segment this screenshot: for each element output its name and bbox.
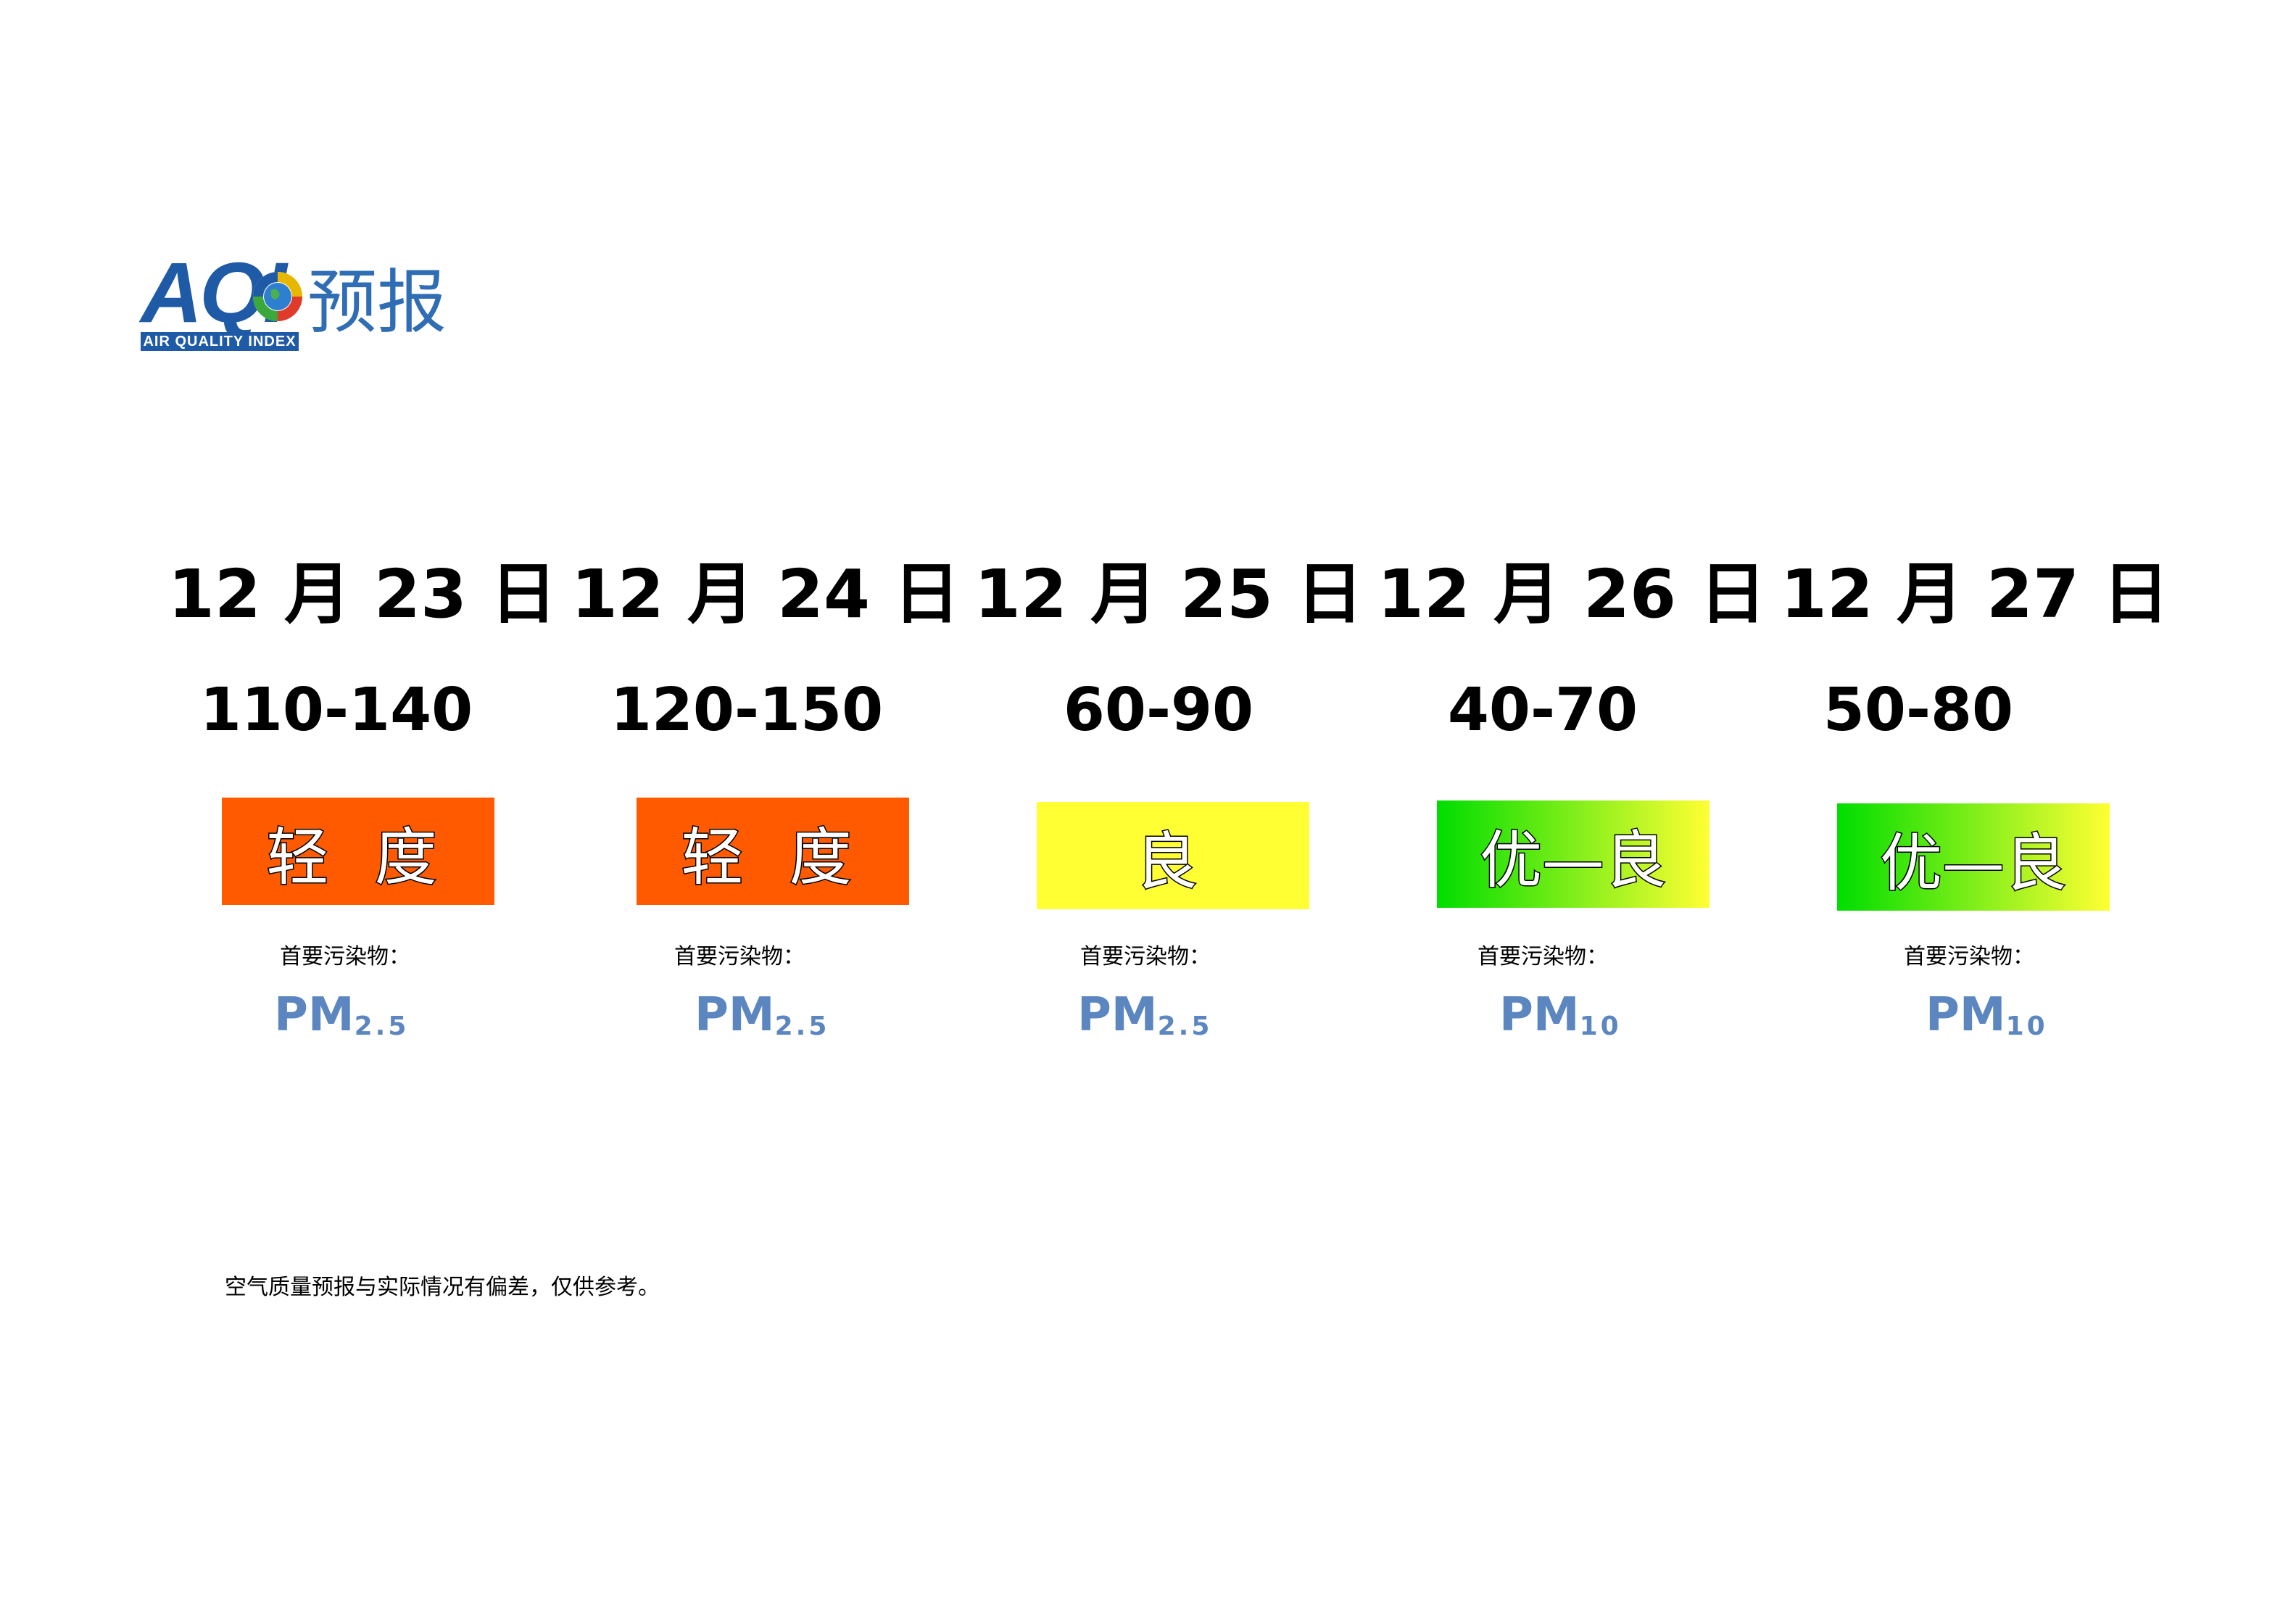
page-title: 预报	[307, 262, 447, 343]
primary-pollutant: PM10	[1499, 988, 1622, 1042]
primary-pollutant-label: 首要污染物：	[674, 944, 805, 969]
aqi-range: 110-140	[199, 676, 473, 745]
forecast-day-2: 12 月 24 日 120-150 轻 度 首要污染物： PM2.5	[570, 551, 961, 1059]
primary-pollutant: PM2.5	[274, 988, 410, 1042]
aqi-level-badge: 优—良	[1437, 800, 1709, 908]
aqi-range: 60-90	[1063, 676, 1254, 745]
aqi-range: 120-150	[610, 676, 884, 745]
forecast-day-4: 12 月 26 日 40-70 优—良 首要污染物： PM10	[1376, 551, 1767, 1059]
forecast-date: 12 月 24 日	[571, 555, 961, 633]
primary-pollutant-label: 首要污染物：	[280, 944, 410, 969]
forecast-date: 12 月 26 日	[1377, 555, 1767, 633]
primary-pollutant-label: 首要污染物：	[1080, 944, 1211, 969]
primary-pollutant: PM2.5	[695, 988, 830, 1042]
primary-pollutant: PM2.5	[1077, 988, 1213, 1042]
aqi-range: 50-80	[1823, 676, 2014, 745]
primary-pollutant: PM10	[1926, 988, 2048, 1042]
forecast-day-3: 12 月 25 日 60-90 良 首要污染物： PM2.5	[973, 551, 1364, 1059]
forecast-date: 12 月 27 日	[1780, 555, 2170, 633]
forecast-date: 12 月 23 日	[167, 555, 558, 633]
forecast-day-5: 12 月 27 日 50-80 优—良 首要污染物： PM10	[1779, 551, 2171, 1059]
primary-pollutant-label: 首要污染物：	[1904, 944, 2034, 969]
forecast-date: 12 月 25 日	[974, 555, 1364, 633]
aqi-level-badge: 轻 度	[637, 798, 909, 905]
aqi-logo: AQI AIR QUALITY INDEX 预报	[141, 250, 452, 355]
aqi-range: 40-70	[1447, 676, 1638, 745]
forecast-day-1: 12 月 23 日 110-140 轻 度 首要污染物： PM2.5	[167, 551, 558, 1059]
globe-icon	[253, 272, 302, 321]
logo-subtitle: AIR QUALITY INDEX	[141, 332, 299, 351]
disclaimer-note: 空气质量预报与实际情况有偏差，仅供参考。	[225, 1275, 660, 1300]
aqi-level-badge: 优—良	[1837, 803, 2110, 911]
aqi-level-badge: 轻 度	[222, 798, 494, 905]
aqi-level-badge: 良	[1037, 802, 1309, 909]
primary-pollutant-label: 首要污染物：	[1478, 944, 1608, 969]
